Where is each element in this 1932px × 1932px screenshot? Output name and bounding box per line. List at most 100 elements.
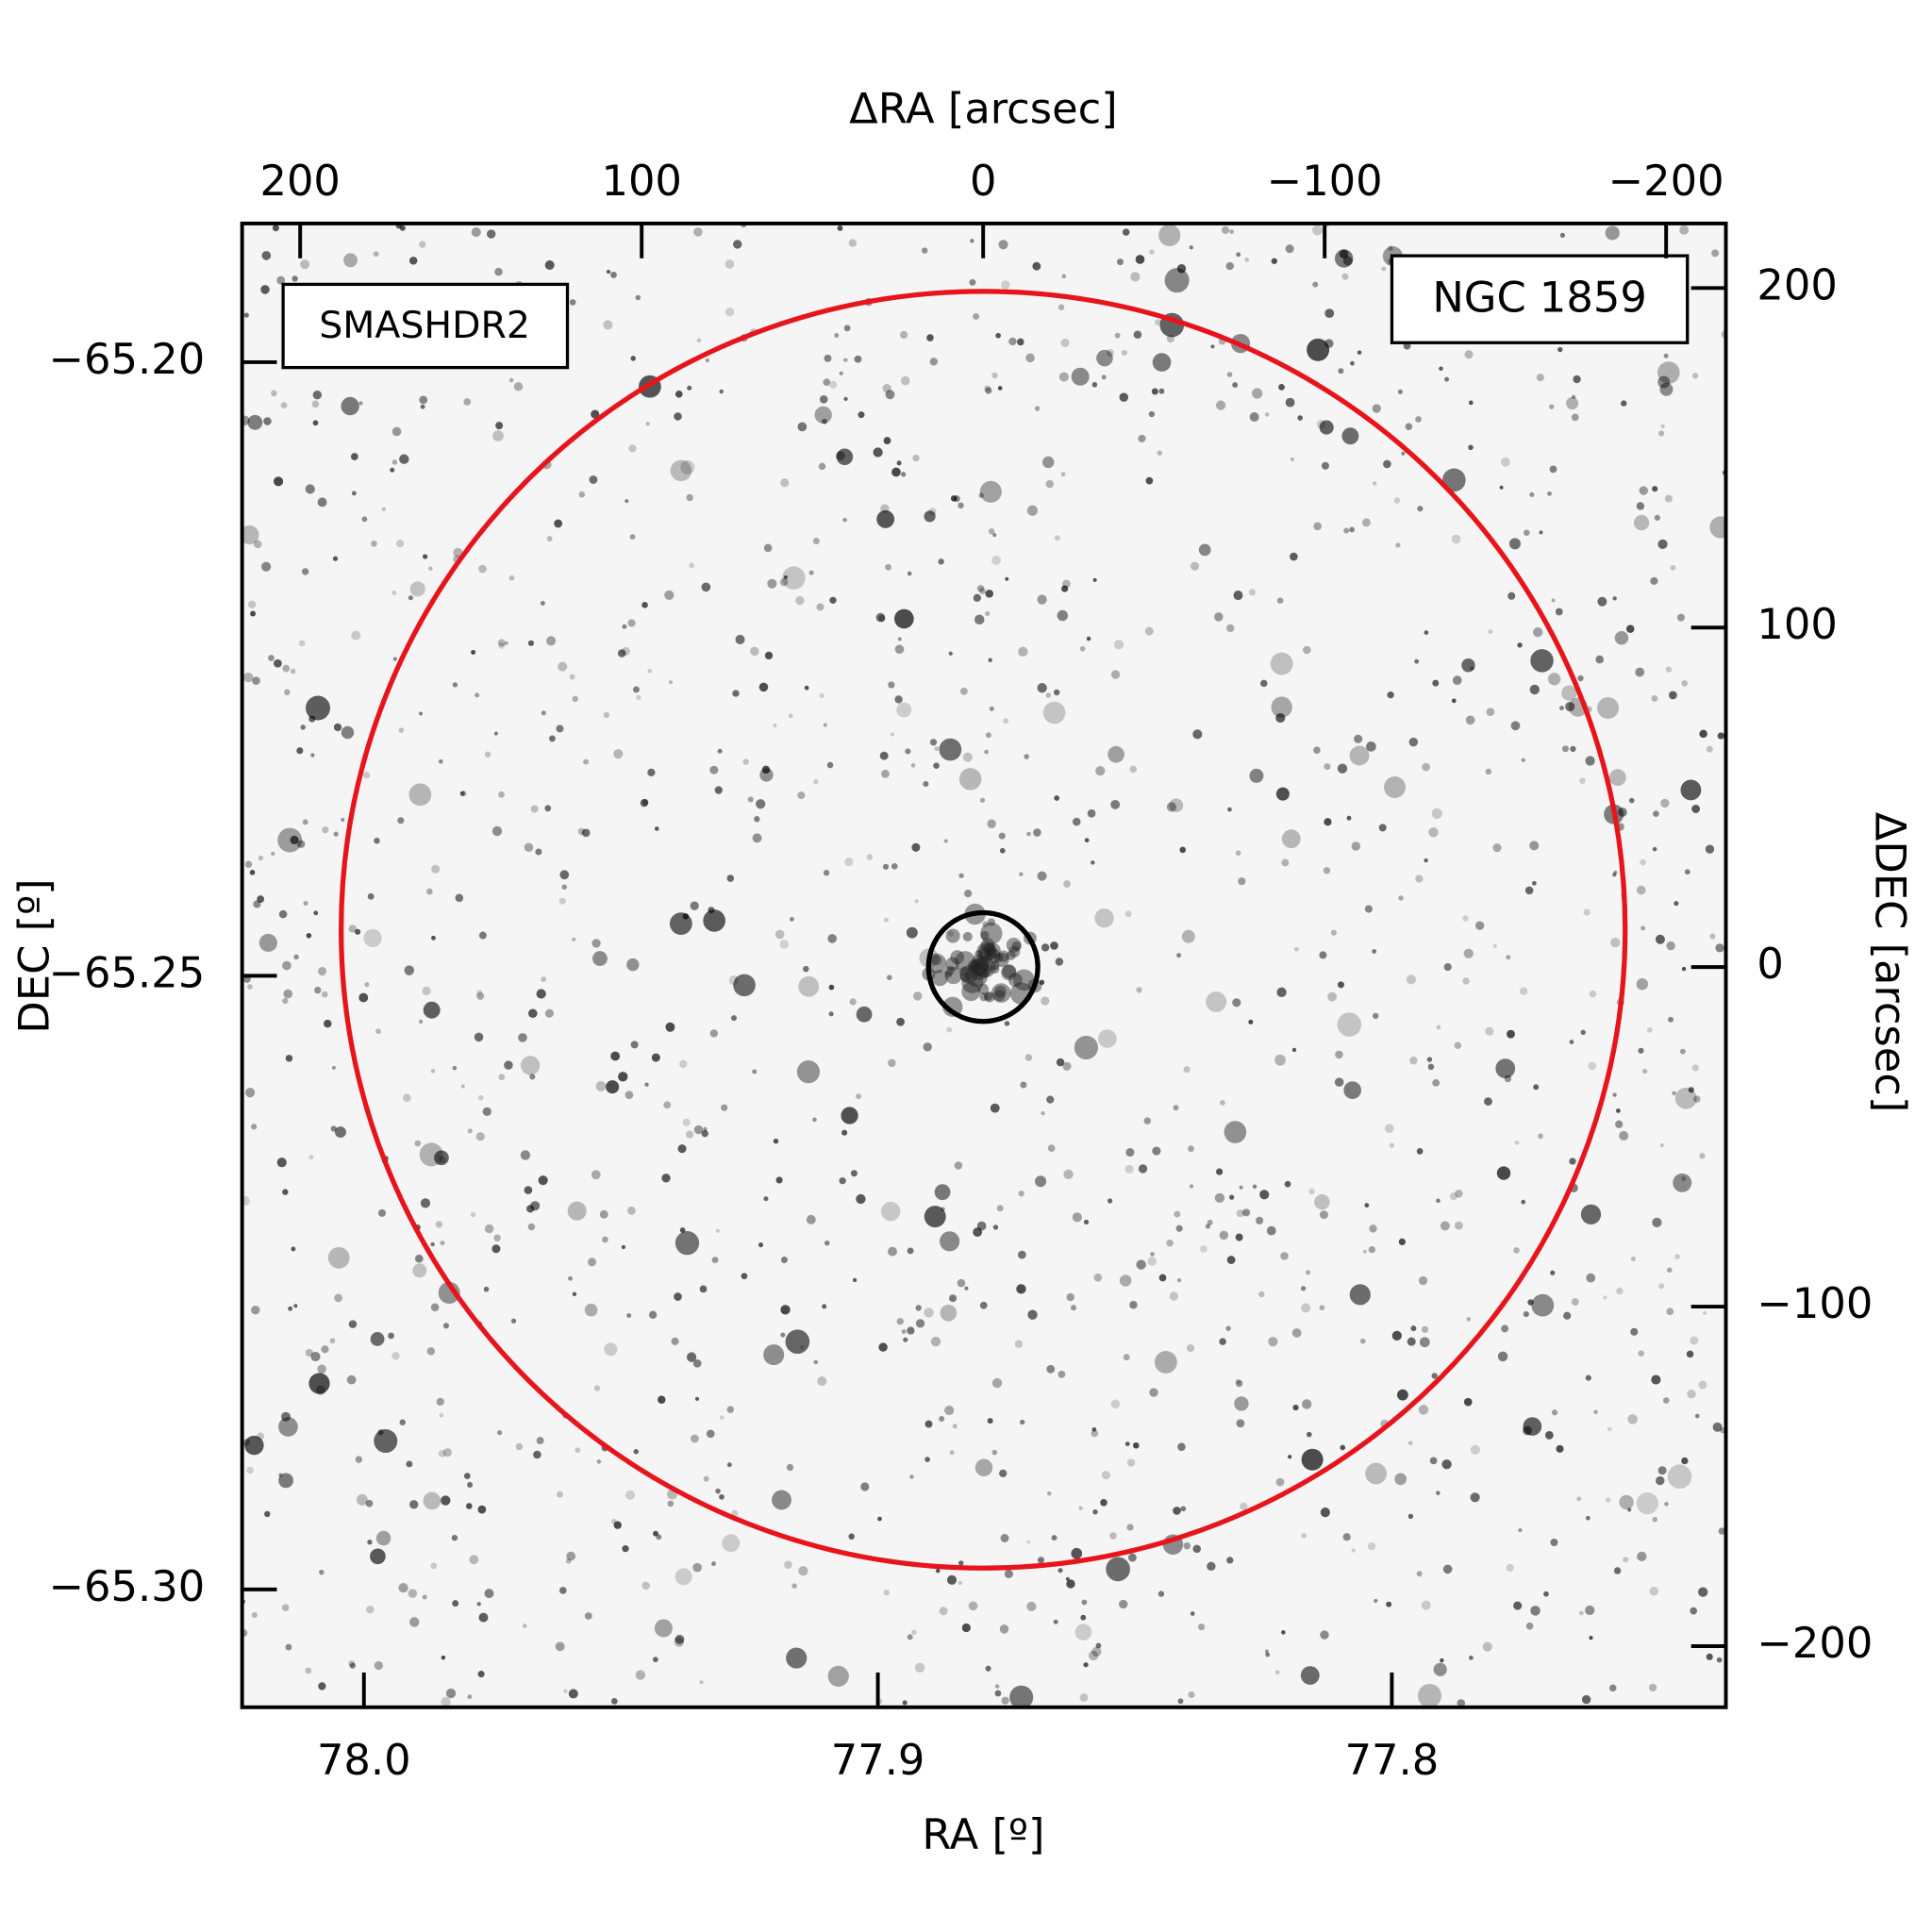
star <box>1092 577 1097 582</box>
star <box>497 1430 503 1436</box>
star <box>482 1107 491 1116</box>
star <box>1581 1694 1591 1705</box>
star <box>939 1416 945 1423</box>
star <box>1364 1203 1370 1208</box>
star <box>1653 810 1659 817</box>
star <box>679 1227 686 1233</box>
star <box>377 1208 387 1217</box>
star <box>409 581 425 597</box>
star <box>726 1462 732 1468</box>
star <box>1350 360 1355 366</box>
star <box>1292 1404 1299 1411</box>
star <box>1648 1683 1657 1692</box>
star <box>1495 1058 1516 1078</box>
star <box>750 646 759 657</box>
star <box>656 1534 662 1541</box>
star <box>1674 901 1679 907</box>
star <box>1110 1399 1121 1409</box>
star <box>1239 1185 1243 1190</box>
star <box>559 870 570 880</box>
star <box>1441 468 1466 492</box>
star <box>290 835 299 844</box>
star <box>283 989 293 999</box>
star <box>804 685 809 691</box>
star <box>518 1033 527 1042</box>
star <box>1407 1513 1414 1520</box>
star <box>1372 404 1381 413</box>
star <box>890 732 894 737</box>
star <box>1224 1121 1247 1143</box>
star <box>1485 1026 1494 1036</box>
star <box>633 686 640 693</box>
star <box>1638 1350 1645 1357</box>
star <box>1433 1662 1447 1676</box>
star <box>280 402 288 408</box>
star <box>841 1107 858 1124</box>
tick-label: 0 <box>1757 939 1783 989</box>
star <box>1252 1184 1257 1190</box>
star-field <box>242 223 1726 1707</box>
y-axis-title: DEC [º] <box>8 878 58 1033</box>
star <box>1248 1019 1254 1024</box>
star <box>994 1684 1000 1689</box>
survey-label: SMASHDR2 <box>319 304 530 347</box>
star <box>1054 795 1060 801</box>
star <box>1547 491 1552 496</box>
star <box>1533 626 1543 638</box>
star <box>1071 1547 1083 1559</box>
star <box>940 1304 958 1322</box>
star <box>998 832 1006 840</box>
star <box>1431 808 1442 819</box>
star <box>1297 415 1303 421</box>
star <box>929 358 938 366</box>
star <box>1630 1256 1637 1262</box>
star <box>900 375 910 386</box>
star <box>1432 1078 1441 1087</box>
star <box>436 1397 444 1407</box>
cluster-star <box>987 918 996 926</box>
star <box>670 459 692 482</box>
star <box>964 1286 969 1291</box>
star <box>1053 1619 1058 1624</box>
star <box>1361 518 1371 527</box>
star <box>1053 689 1060 696</box>
cluster-star <box>990 964 1000 974</box>
star <box>733 974 756 997</box>
star <box>1181 929 1195 943</box>
star <box>1585 1515 1591 1521</box>
star <box>1357 350 1362 355</box>
star <box>556 724 564 733</box>
star <box>591 409 600 419</box>
star <box>1401 451 1406 456</box>
star <box>1252 388 1263 399</box>
star <box>1094 908 1114 928</box>
star <box>922 247 928 254</box>
star <box>891 862 898 870</box>
star <box>1226 1256 1236 1264</box>
star <box>979 588 986 594</box>
star <box>1000 1534 1009 1542</box>
star <box>1291 1047 1297 1053</box>
star <box>572 695 578 703</box>
star <box>1174 1210 1181 1218</box>
cluster-star <box>961 971 984 993</box>
star <box>1306 1270 1311 1275</box>
star <box>1664 1502 1669 1507</box>
tick-label: 100 <box>601 156 681 206</box>
cluster-star <box>972 954 985 968</box>
star <box>979 1301 988 1309</box>
cluster-star <box>980 922 1003 945</box>
star <box>954 1161 963 1170</box>
cluster-star <box>965 964 989 988</box>
star <box>816 603 824 611</box>
star <box>1236 1419 1245 1428</box>
tick-label: −200 <box>1608 156 1724 206</box>
star <box>1190 561 1200 571</box>
star <box>827 934 837 943</box>
star <box>536 989 546 999</box>
star <box>1639 486 1648 495</box>
star <box>1200 1245 1208 1253</box>
star <box>1608 1684 1617 1692</box>
star <box>1586 1273 1596 1283</box>
tick-label: −65.30 <box>49 1561 206 1611</box>
